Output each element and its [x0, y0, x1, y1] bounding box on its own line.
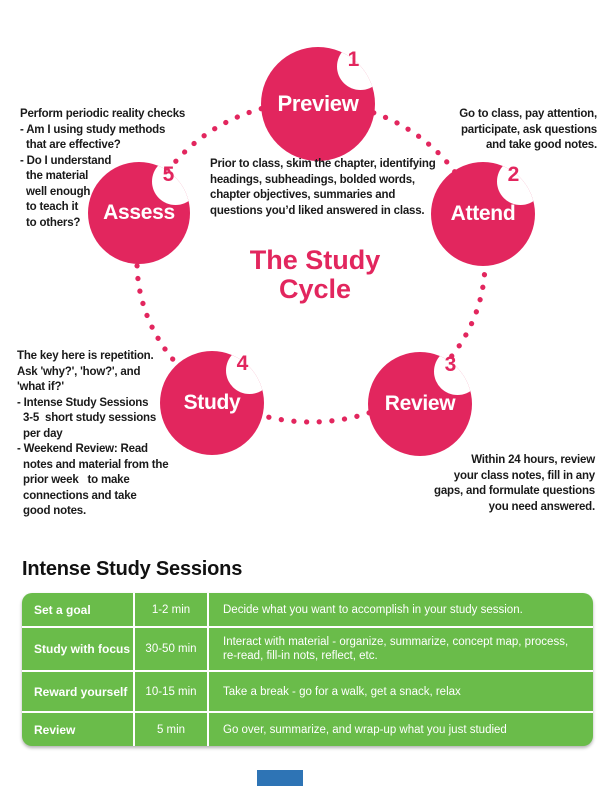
cycle-node-assess: 5 Assess	[88, 162, 190, 264]
activity-cell: Reward yourself	[22, 672, 135, 711]
review-circle	[368, 352, 472, 456]
table-row: Review 5 min Go over, summarize, and wra…	[22, 711, 593, 746]
study-label: Study	[183, 391, 241, 414]
study-step-number: 4	[236, 352, 249, 375]
sessions-section-title: Intense Study Sessions	[22, 558, 243, 580]
cycle-node-preview: 1 Preview	[261, 47, 375, 161]
attend-step-number: 2	[507, 163, 520, 186]
preview-circle	[261, 47, 375, 161]
duration-cell: 30-50 min	[135, 628, 209, 670]
cycle-title: The Study Cycle	[249, 245, 381, 304]
activity-cell: Set a goal	[22, 593, 135, 626]
duration-cell: 5 min	[135, 713, 209, 746]
table-row: Set a goal 1-2 min Decide what you want …	[22, 593, 593, 626]
cycle-node-study: 4 Study	[160, 351, 264, 455]
study-note: The key here is repetition. Ask 'why?', …	[17, 350, 169, 517]
study-circle	[160, 351, 264, 455]
cycle-node-review: 3 Review	[368, 352, 472, 456]
sessions-table: Set a goal 1-2 min Decide what you want …	[22, 593, 593, 746]
cycle-node-attend: 2 Attend	[431, 162, 535, 266]
assess-circle	[88, 162, 190, 264]
review-label: Review	[384, 392, 456, 415]
assess-note: Perform periodic reality checks - Am I u…	[20, 108, 186, 229]
description-cell: Take a break - go for a walk, get a snac…	[223, 685, 461, 698]
activity-cell: Study with focus	[22, 628, 135, 670]
attend-circle	[431, 162, 535, 266]
footer-logo-bar	[257, 770, 303, 786]
description-cell: Interact with material - organize, summa…	[223, 636, 569, 662]
preview-note: Prior to class, skim the chapter, identi…	[210, 158, 436, 217]
review-note: Within 24 hours, review your class notes…	[434, 454, 595, 513]
duration-cell: 1-2 min	[135, 593, 209, 626]
assess-step-number: 5	[162, 163, 175, 186]
description-cell: Decide what you want to accomplish in yo…	[223, 603, 523, 616]
activity-cell: Review	[22, 713, 135, 746]
preview-step-number: 1	[347, 48, 360, 71]
description-cell: Go over, summarize, and wrap-up what you…	[223, 723, 507, 736]
attend-label: Attend	[450, 202, 516, 225]
preview-label: Preview	[277, 91, 359, 116]
table-row: Reward yourself 10-15 min Take a break -…	[22, 670, 593, 711]
review-step-number: 3	[444, 353, 457, 376]
table-row: Study with focus 30-50 min Interact with…	[22, 626, 593, 670]
attend-note: Go to class, pay attention, participate,…	[459, 108, 597, 151]
duration-cell: 10-15 min	[135, 672, 209, 711]
assess-label: Assess	[103, 201, 175, 224]
study-cycle-diagram: 1 Preview 2 Attend 3 Review 4 Study 5 As…	[17, 47, 597, 517]
